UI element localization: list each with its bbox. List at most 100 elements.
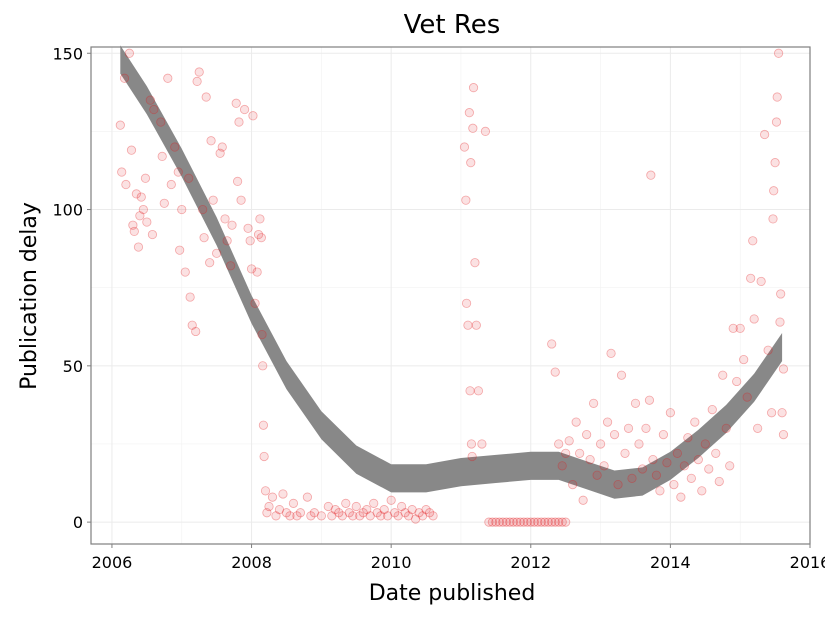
data-point (163, 73, 173, 83)
data-point (175, 245, 185, 255)
data-point (341, 498, 351, 508)
data-point (732, 376, 742, 387)
data-point (655, 486, 665, 496)
data-point (776, 289, 786, 299)
data-point (232, 176, 243, 187)
data-point (651, 470, 662, 480)
data-point (466, 158, 476, 168)
data-point (568, 480, 578, 490)
data-point (355, 511, 365, 521)
data-point (739, 354, 749, 365)
data-point (288, 498, 299, 508)
data-point (519, 517, 529, 527)
data-point (767, 408, 777, 418)
data-point (274, 505, 285, 515)
data-point (756, 276, 766, 287)
data-point (508, 517, 518, 527)
data-point (461, 298, 472, 308)
data-point (575, 448, 585, 458)
data-point (512, 517, 522, 527)
data-point (145, 95, 155, 105)
data-point (285, 511, 295, 521)
data-point (533, 517, 543, 527)
data-point (281, 508, 292, 518)
data-point (700, 439, 710, 449)
data-point (257, 329, 267, 340)
data-point (473, 386, 484, 396)
data-point (778, 364, 789, 374)
data-point (471, 320, 481, 330)
data-point (585, 455, 595, 465)
data-point (295, 508, 306, 518)
data-point (159, 198, 169, 208)
data-point (522, 517, 532, 527)
data-point (121, 179, 131, 190)
data-point (749, 314, 759, 324)
smooth-band (120, 45, 783, 499)
data-point (494, 517, 504, 527)
data-point (222, 236, 232, 246)
data-point (140, 173, 151, 183)
data-point (194, 67, 204, 77)
data-point (424, 508, 435, 518)
data-point (550, 517, 560, 527)
data-point (369, 498, 379, 508)
data-point (505, 517, 515, 527)
data-point (648, 455, 658, 465)
data-point (227, 220, 237, 230)
data-point (393, 511, 403, 521)
data-point (149, 104, 159, 115)
data-point (561, 448, 571, 458)
data-point (260, 486, 271, 496)
data-point (185, 292, 195, 302)
data-point (746, 273, 756, 283)
data-point (234, 117, 244, 127)
data-point (157, 151, 167, 162)
data-point (135, 211, 145, 221)
data-point (753, 423, 763, 433)
data-point (362, 505, 372, 515)
data-point (561, 517, 571, 527)
data-point (323, 501, 333, 512)
data-point (278, 489, 288, 499)
data-point (428, 511, 438, 521)
data-point (390, 508, 400, 518)
data-point (404, 511, 414, 521)
data-point (672, 448, 682, 458)
data-point (334, 508, 344, 518)
data-point (358, 508, 368, 518)
data-point (634, 439, 644, 449)
data-point (644, 395, 655, 405)
data-point (676, 492, 686, 502)
x-tick-label: 2006 (92, 553, 133, 572)
data-point (192, 76, 202, 86)
data-point (728, 323, 738, 333)
data-point (536, 517, 546, 527)
data-point (742, 392, 752, 402)
data-point (557, 461, 567, 471)
data-point (557, 517, 567, 527)
data-point (554, 439, 564, 449)
data-point (198, 204, 208, 215)
data-point (259, 451, 269, 462)
data-point (205, 258, 215, 268)
plot-border (90, 46, 811, 545)
data-point (725, 461, 735, 471)
data-point (348, 511, 358, 521)
y-tick-label: 100 (52, 201, 83, 220)
data-point (220, 214, 230, 224)
data-point (697, 486, 707, 496)
data-point (379, 505, 389, 515)
data-point (665, 408, 675, 418)
data-point (487, 517, 497, 527)
data-point (690, 417, 700, 427)
data-point (480, 126, 491, 136)
data-point (397, 501, 407, 512)
data-points (115, 48, 789, 527)
data-point (484, 517, 494, 527)
data-point (620, 448, 630, 458)
data-point (201, 92, 211, 102)
data-point (255, 214, 265, 224)
data-point (417, 511, 428, 521)
